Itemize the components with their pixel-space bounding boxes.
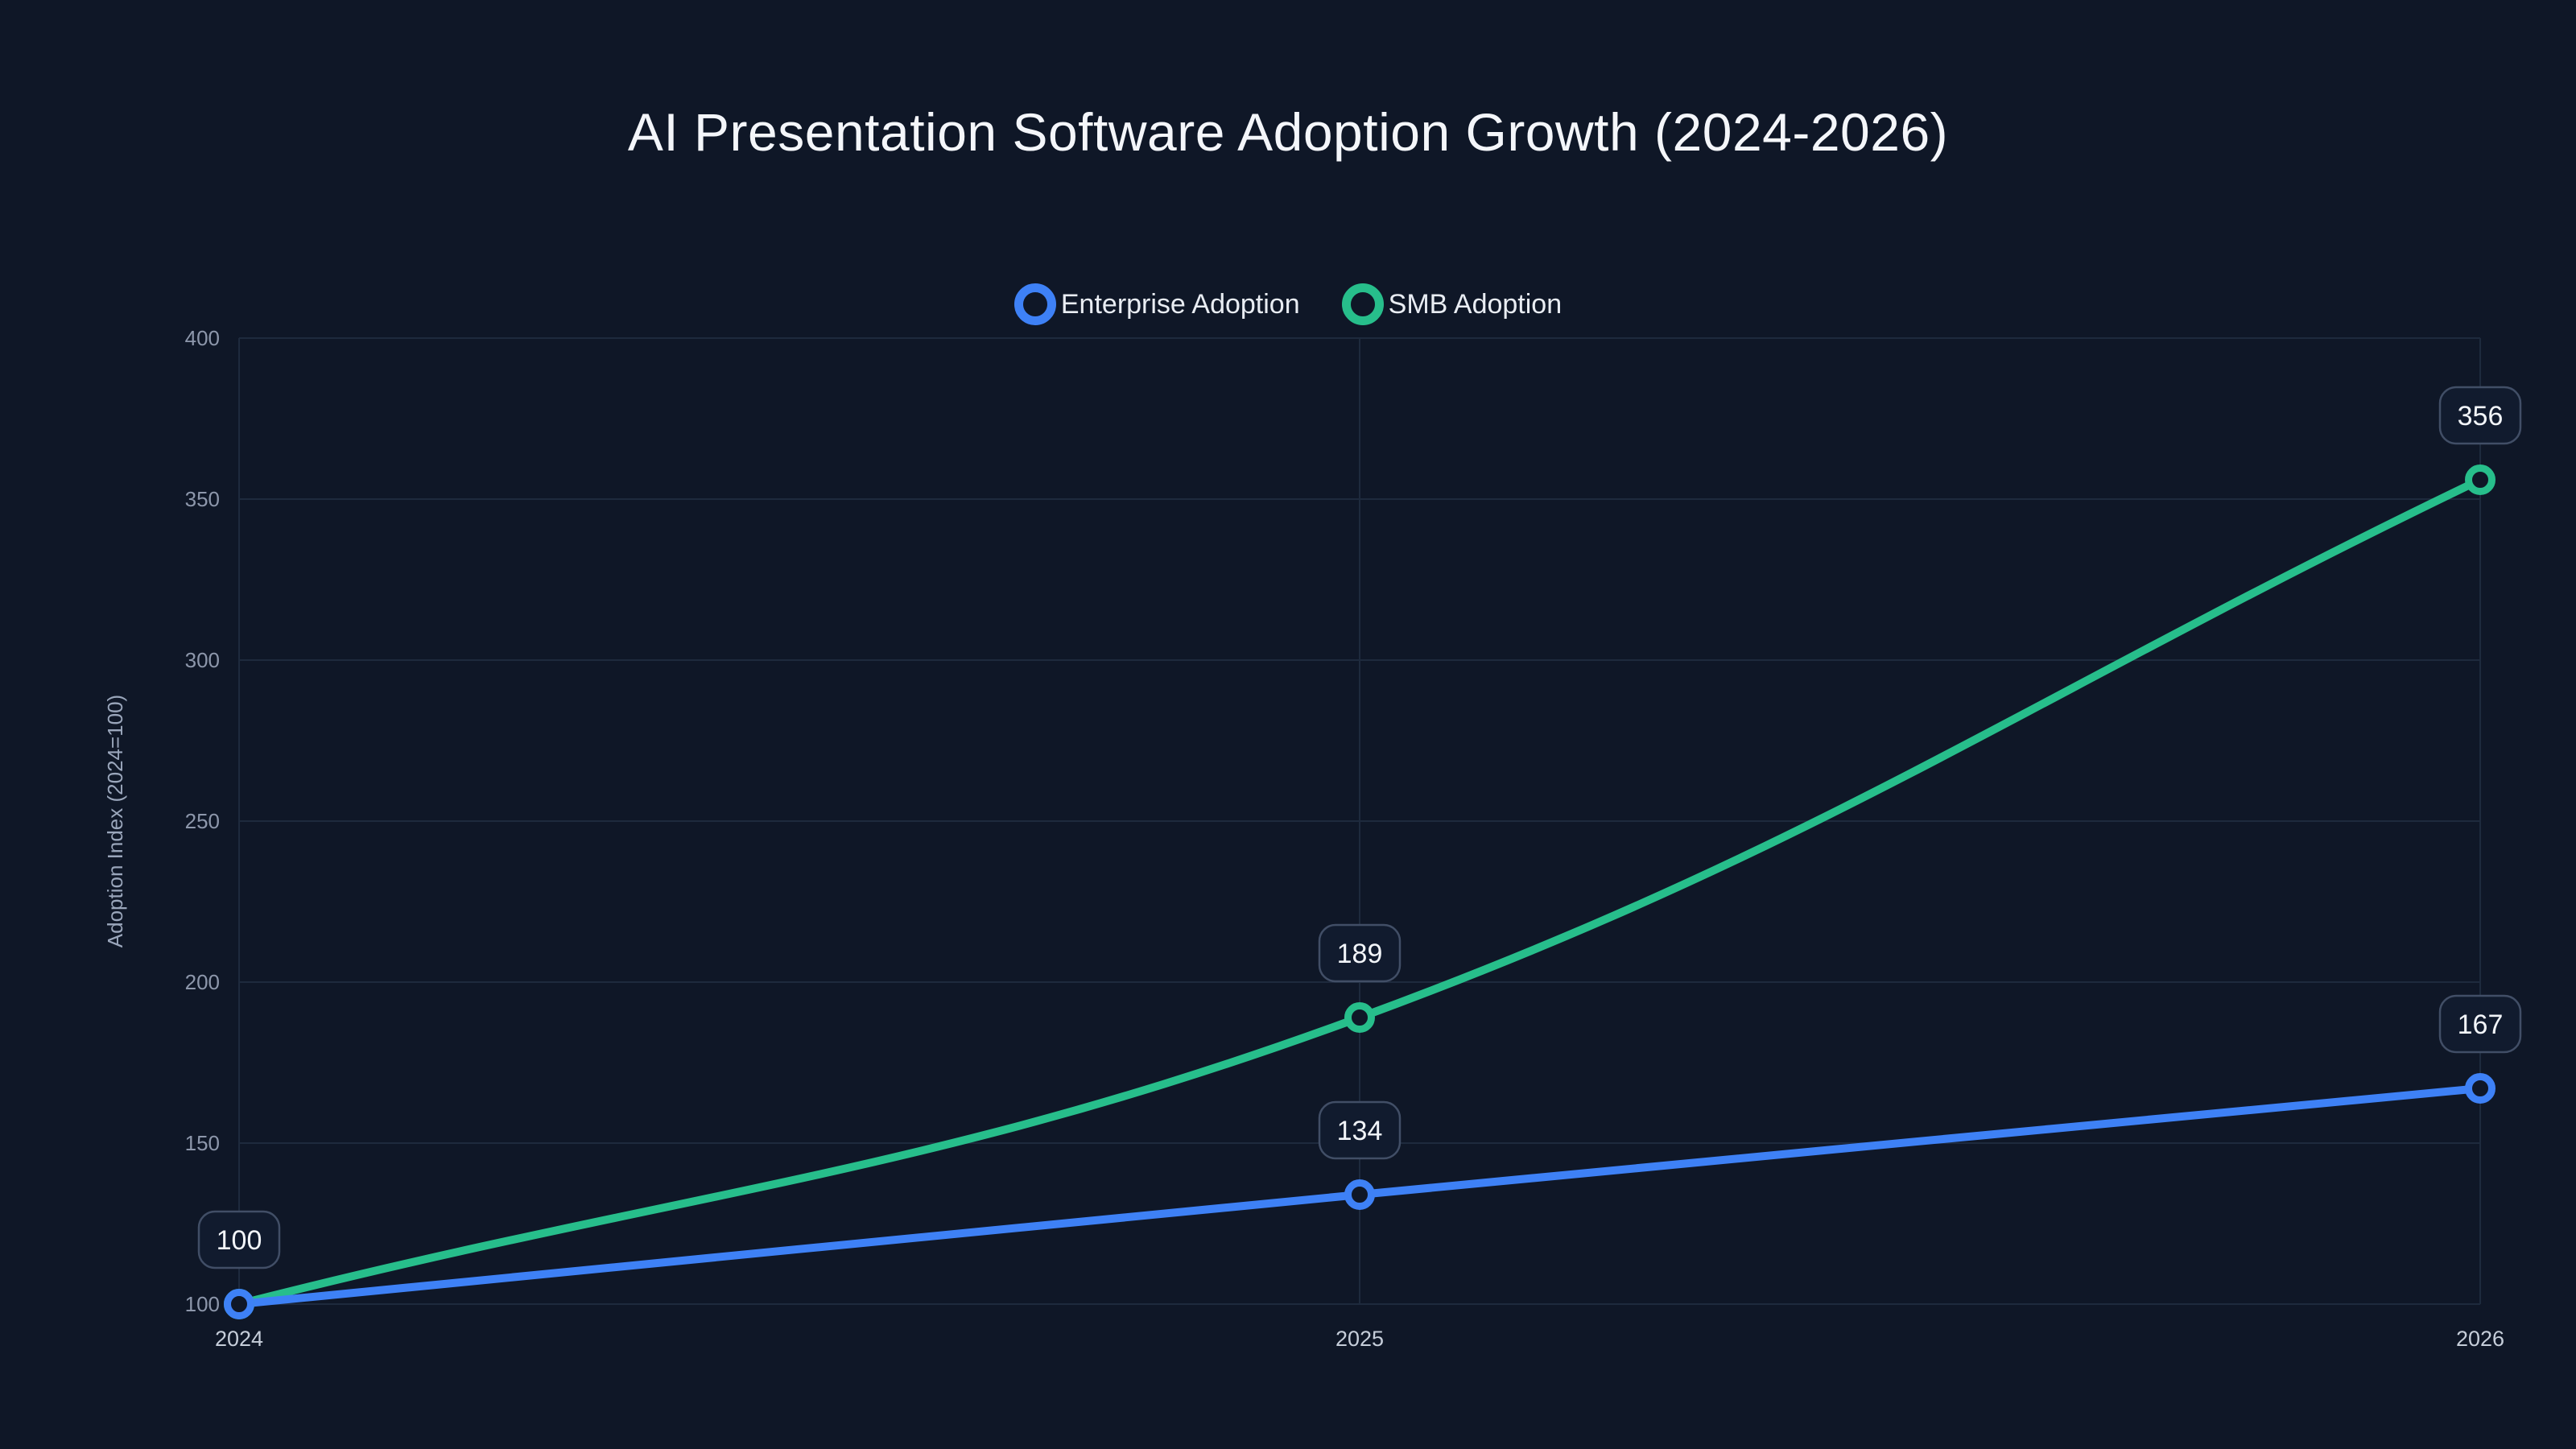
legend-label-smb: SMB Adoption <box>1388 288 1563 320</box>
smb-data-point[interactable] <box>2465 464 2496 495</box>
data-label-value: 356 <box>2458 401 2504 431</box>
y-axis-tick-label: 150 <box>185 1131 220 1155</box>
y-axis-tick-label: 200 <box>185 970 220 994</box>
data-label-box <box>1318 923 1402 983</box>
legend-label-enterprise: Enterprise Adoption <box>1060 288 1300 320</box>
data-label-box <box>197 1210 281 1269</box>
y-axis-tick-label: 250 <box>185 809 220 833</box>
enterprise-data-point[interactable] <box>224 1289 254 1319</box>
data-label-value: 134 <box>1337 1116 1383 1146</box>
data-label-value: 167 <box>2458 1009 2504 1040</box>
smb-data-point[interactable] <box>1344 1002 1375 1033</box>
enterprise-data-point[interactable] <box>2465 1073 2496 1104</box>
smb-legend-marker-icon <box>1341 283 1384 325</box>
enterprise-data-point[interactable] <box>1344 1179 1375 1210</box>
chart-title: AI Presentation Software Adoption Growth… <box>627 102 1949 162</box>
enterprise-legend-marker-icon <box>1013 283 1056 325</box>
y-axis-tick-label: 100 <box>185 1292 220 1316</box>
data-label-box <box>1318 1100 1402 1160</box>
data-label-value: 100 <box>217 1225 262 1256</box>
x-axis-tick-label: 2026 <box>2456 1327 2504 1351</box>
data-label-value: 189 <box>1337 939 1383 969</box>
y-axis-tick-label: 300 <box>185 648 220 672</box>
y-axis-tick-label: 350 <box>185 487 220 511</box>
legend-item-enterprise[interactable]: Enterprise Adoption <box>1013 283 1300 325</box>
data-label-box <box>2438 994 2522 1054</box>
legend: Enterprise Adoption SMB Adoption <box>0 283 2576 325</box>
data-label-box <box>2438 386 2522 445</box>
y-axis-tick-label: 400 <box>185 326 220 350</box>
legend-item-smb[interactable]: SMB Adoption <box>1341 283 1563 325</box>
x-axis-tick-label: 2025 <box>1335 1327 1384 1351</box>
y-axis-title: Adoption Index (2024=100) <box>103 695 127 947</box>
x-axis-tick-label: 2024 <box>215 1327 263 1351</box>
